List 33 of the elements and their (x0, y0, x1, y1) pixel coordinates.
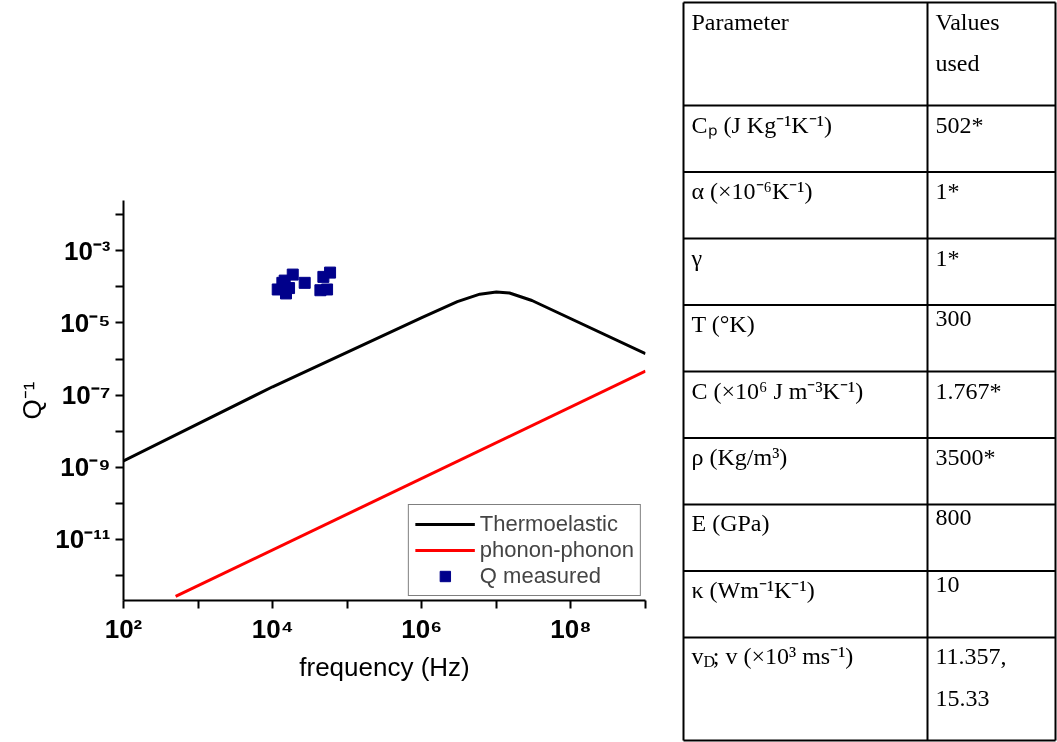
x-axis-title: frequency (Hz) (299, 651, 470, 682)
text: Cₚ (J Kg⁻¹K⁻¹) (691, 111, 832, 139)
text: 3500* (935, 443, 996, 470)
x-tick-label: 10⁶ (401, 613, 443, 644)
legend-label: Q measured (479, 563, 601, 589)
legend-label: Thermoelastic (479, 511, 618, 537)
y-axis-title: Q⁻¹ (17, 381, 48, 420)
text: 10 (935, 570, 960, 597)
text: 1* (935, 178, 960, 205)
x-tick-label: 10⁸ (550, 613, 592, 644)
x-tick-label: 10² (104, 613, 143, 644)
text: T (°K) (691, 311, 755, 338)
y-tick-label: 10⁻⁹ (60, 452, 111, 483)
text: E (GPa) (691, 510, 770, 537)
text: 502* (935, 111, 984, 138)
text: C (×10⁶ J m⁻³K⁻¹) (691, 377, 864, 404)
x-tick-label: 10⁴ (251, 613, 294, 644)
text: 300 (935, 305, 972, 332)
text: α (×10⁻⁶K⁻¹) (691, 178, 813, 205)
y-tick-label: 10⁻⁵ (60, 307, 111, 338)
text: Parameter (691, 8, 789, 35)
text: ρ (Kg/m³) (691, 443, 788, 470)
text: 1.767* (935, 377, 1002, 404)
text: 1* (935, 244, 960, 271)
text: 11.357, 15.33 (935, 643, 1007, 712)
text: Values used (935, 8, 1000, 77)
text: 800 (935, 504, 972, 531)
legend-label: phonon-phonon (479, 537, 634, 563)
text: κ (Wm⁻¹K⁻¹) (691, 576, 815, 603)
y-tick-label: 10⁻⁷ (61, 380, 111, 411)
text: γ (690, 244, 703, 271)
y-tick-label: 10⁻³ (63, 235, 111, 266)
y-tick-label: 10⁻¹¹ (55, 524, 111, 555)
